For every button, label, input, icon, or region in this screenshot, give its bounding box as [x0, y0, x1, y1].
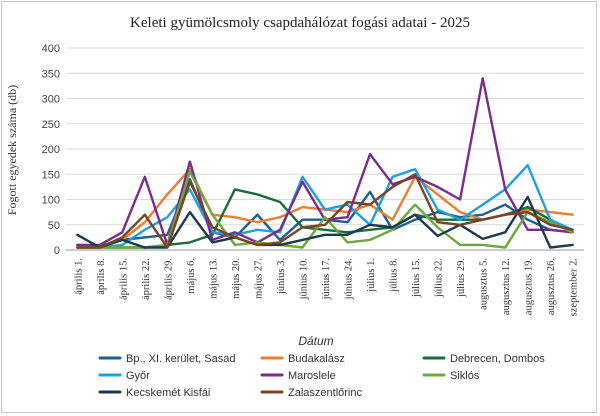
x-tick-label: június 17.: [321, 258, 332, 300]
x-tick-label: június 24.: [344, 258, 355, 300]
x-tick-label: április 1.: [73, 258, 84, 295]
legend-label: Maroslele: [288, 370, 336, 382]
x-tick-label: június 10.: [298, 258, 309, 300]
series-line: [76, 173, 574, 249]
y-axis-label: Fogott egyedek száma (db): [5, 85, 19, 215]
y-tick-label: 100: [42, 195, 60, 207]
x-axis: április 1. április 8. április 15. április 2…: [73, 258, 579, 316]
y-tick-label: 50: [48, 220, 60, 232]
legend-label: Bp., XI. kerület, Sasad: [126, 353, 235, 365]
x-tick-label: július 1.: [366, 258, 377, 293]
series-lines: [76, 77, 574, 249]
legend-label: Zalaszentlőrinc: [288, 387, 362, 399]
y-axis: 0 50 100 150 200 250 300 350 400: [42, 43, 60, 257]
x-tick-label: május 20.: [231, 258, 242, 299]
x-tick-label: augusztus 12.: [501, 258, 512, 315]
x-tick-label: június 3.: [276, 258, 287, 295]
legend-label: Budakalász: [288, 353, 345, 365]
legend-label: Siklós: [450, 370, 480, 382]
y-tick-label: 0: [54, 245, 60, 257]
legend-label: Győr: [126, 370, 150, 382]
series-line: [76, 170, 574, 249]
x-tick-label: július 15.: [411, 258, 422, 298]
y-tick-label: 300: [42, 94, 60, 106]
x-tick-label: július 8.: [389, 258, 400, 293]
x-tick-label: augusztus 5.: [479, 258, 490, 310]
x-tick-label: április 8.: [96, 258, 107, 295]
series-line: [76, 77, 574, 247]
y-tick-label: 250: [42, 119, 60, 131]
y-tick-label: 400: [42, 43, 60, 55]
y-tick-label: 350: [42, 68, 60, 80]
series-line: [76, 195, 574, 249]
x-tick-label: augusztus 26.: [546, 258, 557, 315]
x-axis-label: Dátum: [298, 334, 333, 348]
chart-title: Keleti gyümölcsmoly csapdahálózat fogási…: [130, 15, 470, 31]
x-tick-label: május 27.: [253, 258, 264, 299]
y-tick-label: 200: [42, 144, 60, 156]
x-tick-label: május 13.: [208, 258, 219, 299]
x-tick-label: április 15.: [118, 258, 129, 300]
legend: Bp., XI. kerület, Sasad Budakalász Debrece…: [98, 353, 545, 399]
x-tick-label: július 22.: [434, 258, 445, 298]
x-tick-label: április 29.: [163, 258, 174, 300]
x-tick-label: május 6.: [186, 258, 197, 294]
legend-label: Kecskemét Kisfái: [126, 387, 210, 399]
x-tick-label: július 29.: [456, 258, 467, 298]
legend-label: Debrecen, Dombos: [450, 353, 545, 365]
x-tick-label: augusztus 19.: [524, 258, 535, 315]
x-tick-label: szeptember 2.: [569, 258, 580, 316]
y-tick-label: 150: [42, 169, 60, 181]
x-tick-label: április 22.: [141, 258, 152, 300]
